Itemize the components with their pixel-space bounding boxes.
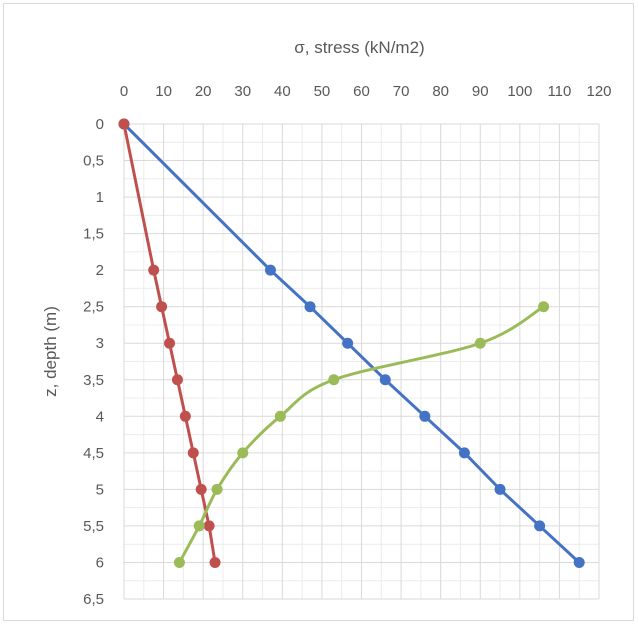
x-tick-label: 50 (314, 83, 331, 100)
series-3 (173, 301, 550, 568)
data-point (328, 374, 340, 386)
x-tick-label: 100 (507, 83, 532, 100)
data-point (179, 410, 191, 422)
y-tick-label: 6 (96, 554, 104, 571)
data-point (164, 337, 176, 349)
y-axis-tick-labels: 0 0,5 1 1,5 2 2,5 3 3,5 4 4,5 5 5,5 6 6,5 (83, 116, 104, 608)
data-point (171, 374, 183, 386)
y-tick-label: 0 (96, 116, 104, 133)
data-point (379, 374, 391, 386)
y-tick-label: 0,5 (83, 153, 104, 170)
data-point (342, 337, 354, 349)
x-tick-label: 0 (120, 83, 128, 100)
y-tick-label: 4,5 (83, 445, 104, 462)
x-axis-title: σ, stress (kN/m2) (294, 38, 424, 57)
data-point (573, 556, 585, 568)
y-tick-label: 3 (96, 335, 104, 352)
x-tick-label: 80 (432, 83, 449, 100)
data-point (193, 520, 205, 532)
series-2 (118, 118, 221, 568)
data-point (534, 520, 546, 532)
x-tick-label: 90 (472, 83, 489, 100)
x-tick-label: 70 (393, 83, 410, 100)
y-tick-label: 1 (96, 189, 104, 206)
y-tick-label: 5,5 (83, 518, 104, 535)
series-1 (118, 118, 585, 568)
x-tick-label: 60 (353, 83, 370, 100)
y-tick-label: 1,5 (83, 226, 104, 243)
data-point (173, 556, 185, 568)
data-point (304, 301, 316, 313)
x-axis-tick-labels: 0 10 20 30 40 50 60 70 80 90 100 110 120 (120, 83, 612, 100)
series-layer (118, 118, 585, 568)
data-point (474, 337, 486, 349)
data-point (419, 410, 431, 422)
x-tick-label: 10 (155, 83, 172, 100)
data-point (211, 483, 223, 495)
data-point (156, 301, 168, 313)
data-point (237, 447, 249, 459)
x-tick-label: 120 (586, 83, 611, 100)
data-point (458, 447, 470, 459)
y-tick-label: 6,5 (83, 591, 104, 608)
data-point (209, 556, 221, 568)
y-tick-label: 2 (96, 262, 104, 279)
y-axis-title: z, depth (m) (41, 306, 60, 397)
data-point (187, 447, 199, 459)
major-gridlines (123, 123, 600, 600)
data-point (264, 264, 276, 276)
x-tick-label: 30 (234, 83, 251, 100)
data-point (203, 520, 215, 532)
data-point (118, 118, 130, 130)
x-tick-label: 40 (274, 83, 291, 100)
data-point (148, 264, 160, 276)
data-point (494, 483, 506, 495)
x-tick-label: 20 (195, 83, 212, 100)
y-tick-label: 4 (96, 408, 104, 425)
x-tick-label: 110 (547, 83, 571, 100)
data-point (538, 301, 550, 313)
series-line (122, 122, 581, 564)
data-point (195, 483, 207, 495)
series-line (122, 122, 217, 564)
data-point (274, 410, 286, 422)
y-tick-label: 5 (96, 481, 104, 498)
y-tick-label: 3,5 (83, 372, 104, 389)
y-tick-label: 2,5 (83, 299, 104, 316)
